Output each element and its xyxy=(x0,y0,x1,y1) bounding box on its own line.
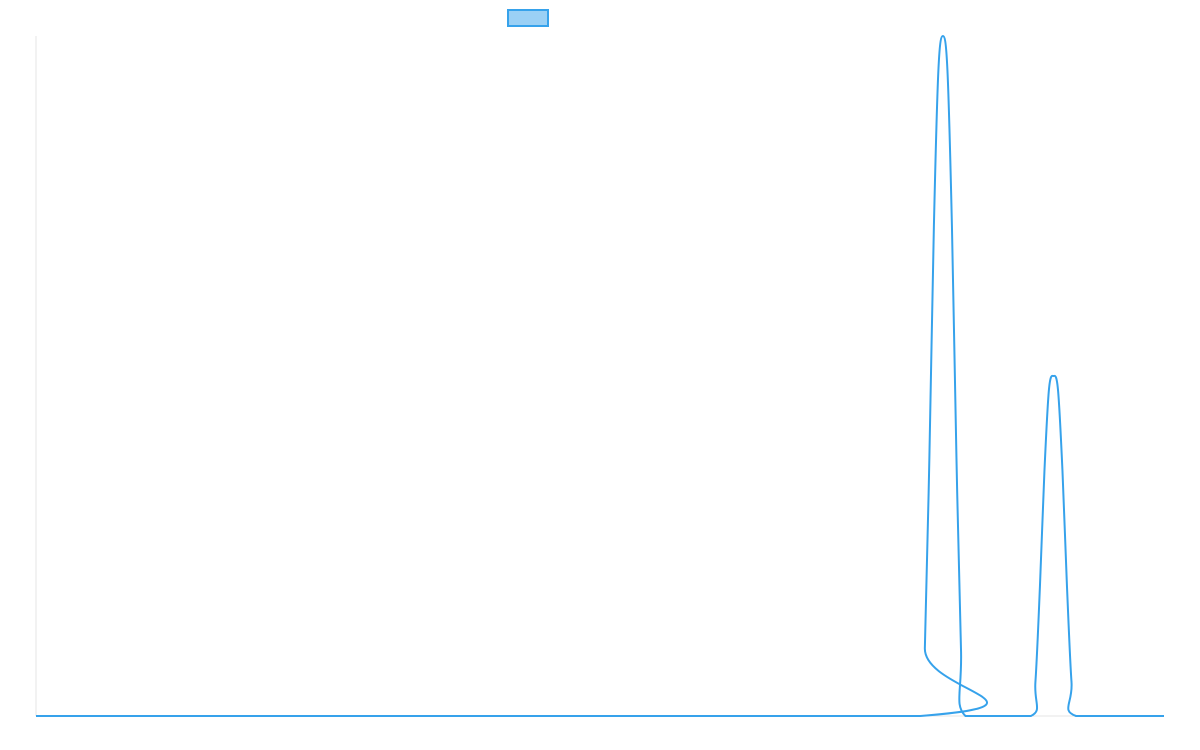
data-point[interactable] xyxy=(1032,679,1038,685)
data-point[interactable] xyxy=(917,713,923,719)
series-layer xyxy=(33,33,1167,719)
data-point[interactable] xyxy=(944,67,950,73)
chart-axes xyxy=(35,36,1164,717)
data-point[interactable] xyxy=(1037,584,1043,590)
chart-legend[interactable] xyxy=(507,9,549,27)
data-point[interactable] xyxy=(940,33,946,39)
data-point[interactable] xyxy=(1161,713,1167,719)
data-point[interactable] xyxy=(1055,387,1061,393)
data-point[interactable] xyxy=(1073,713,1079,719)
data-point[interactable] xyxy=(922,645,928,651)
data-point[interactable] xyxy=(953,455,959,461)
legend-swatch[interactable] xyxy=(507,9,549,27)
data-point[interactable] xyxy=(1069,679,1075,685)
data-point[interactable] xyxy=(926,455,932,461)
data-point[interactable] xyxy=(958,645,964,651)
data-point[interactable] xyxy=(1046,387,1052,393)
data-point[interactable] xyxy=(935,67,941,73)
data-point[interactable] xyxy=(931,223,937,229)
data-point[interactable] xyxy=(1064,584,1070,590)
data-point[interactable] xyxy=(1059,468,1065,474)
series-line[interactable] xyxy=(36,35,1164,718)
data-point[interactable] xyxy=(1028,713,1034,719)
data-point[interactable] xyxy=(33,713,39,719)
data-point[interactable] xyxy=(949,223,955,229)
data-point[interactable] xyxy=(962,713,968,719)
data-point[interactable] xyxy=(1050,373,1056,379)
data-point[interactable] xyxy=(1041,468,1047,474)
